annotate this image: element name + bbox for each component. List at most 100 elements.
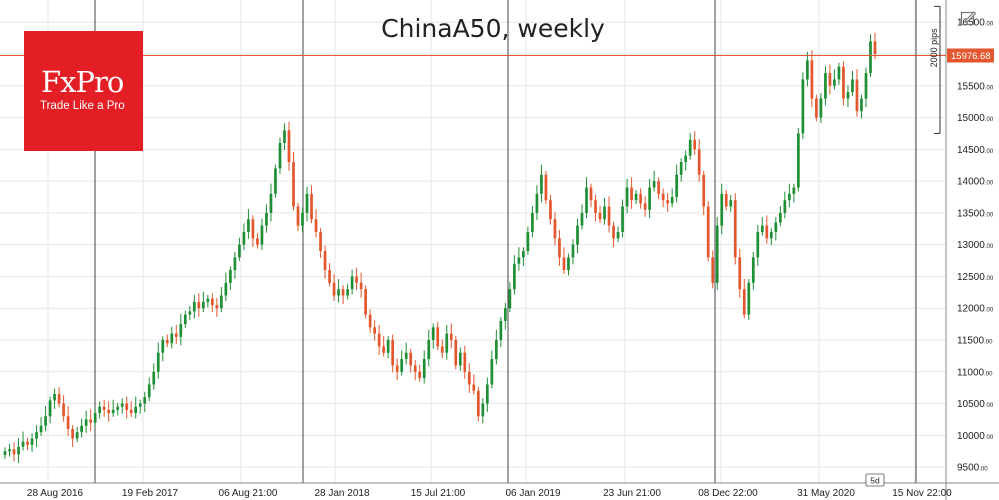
candle-body [436,327,440,347]
logo-word: FxPro [41,65,124,99]
candle-body [134,406,138,414]
candle-body [220,295,223,309]
candle-body [449,333,453,341]
candle-body [269,193,273,213]
period-badge-box [865,473,885,487]
candle-body [21,441,25,447]
candle-body [549,200,552,220]
candle-body [860,98,863,112]
candle-body [98,406,102,414]
candle-body [778,212,782,223]
candle-body [657,181,660,194]
candle-body [174,333,178,337]
y-tick-label: 14500.00 [957,145,994,156]
candle-body [247,219,250,232]
y-tick-label: 15500.00 [957,81,994,92]
candle-body [697,149,701,175]
candle-body [107,409,111,414]
candle-body [720,193,724,226]
candle-body [368,314,372,328]
candle-body [377,333,381,347]
grid [0,0,946,483]
candle-body [373,327,376,334]
candle-body [359,282,363,290]
candle-body [607,206,611,226]
candle-body [693,139,697,150]
candle-body [364,289,367,315]
candle-body [215,305,219,309]
candle-body [341,289,345,296]
candle-body [422,359,426,379]
candle-body [391,340,395,366]
candle-body [535,193,539,213]
candle-body [143,397,147,404]
candle-body [472,384,476,391]
candle-body [819,98,823,118]
candle-body [224,282,228,296]
x-tick-label: 23 Jun 21:00 [603,488,661,499]
candle-body [165,340,169,344]
candle-body [287,130,291,163]
candle-body [864,73,868,99]
period-badge: 5d [870,476,880,486]
candle-body [328,270,331,283]
candle-body [26,441,29,445]
candle-body [314,219,318,232]
candle-body [513,263,516,290]
candle-body [233,257,237,271]
candle-body [413,365,417,372]
candle-body [675,174,679,198]
candle-body [756,231,760,258]
x-tick-label: 08 Dec 22:00 [698,488,758,499]
candle-body [571,244,575,258]
candle-body [851,79,854,93]
candle-body [842,66,845,99]
candle-body [494,340,498,360]
candle-body [504,308,507,321]
candle-body [463,352,467,372]
candle-body [323,251,327,271]
candle-body [427,340,431,360]
y-tick-label: 12500.00 [957,272,994,283]
candle-body [30,438,34,445]
candle-body [837,66,841,80]
candle-body [305,193,309,213]
candle-body [301,212,304,226]
candle-body [598,212,602,220]
candle-body [580,212,584,226]
candle-body [89,419,92,423]
candle-body [648,187,651,210]
candle-body [35,432,38,439]
candle-body [350,276,354,290]
x-tick-label: 15 Nov 22:00 [892,488,952,499]
candle-body [824,73,827,99]
candle-body [445,333,449,353]
candle-body [152,371,156,385]
candle-body [481,403,485,417]
candle-body [661,193,665,201]
candle-body [274,168,277,194]
x-tick-label: 28 Jan 2018 [314,488,369,499]
candle-body [526,231,530,252]
candle-body [639,193,642,204]
candle-body [828,73,832,86]
y-tick-label: 10000.00 [957,431,994,442]
candle-body [562,257,566,271]
candle-body [238,244,241,258]
candle-body [625,187,629,207]
candle-body [476,390,480,417]
y-tick-label: 13000.00 [957,240,994,251]
candle-body [183,314,187,325]
candle-body [846,92,850,99]
candle-body [355,276,358,283]
candle-body [265,212,268,226]
edit-icon[interactable] [960,10,976,26]
candle-body [558,238,561,258]
candle-body [765,225,769,239]
candle-body [783,200,787,213]
candle-body [706,206,710,258]
candle-body [179,324,183,337]
logo-tagline: Trade Like a Pro [40,100,125,112]
candle-body [319,231,322,252]
